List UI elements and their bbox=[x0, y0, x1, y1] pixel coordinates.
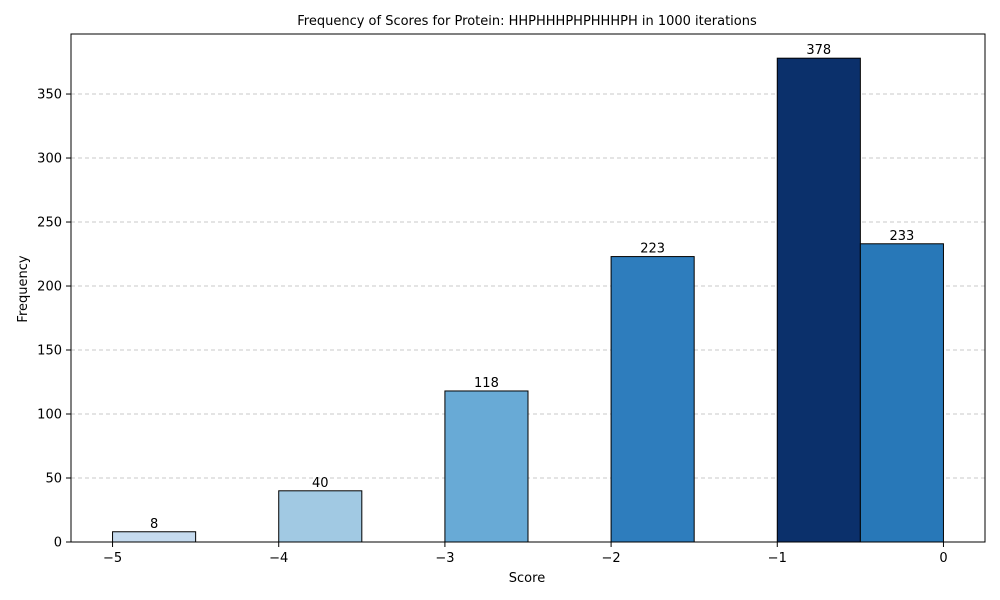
x-tick-label: −5 bbox=[103, 551, 122, 566]
y-tick-label: 200 bbox=[37, 280, 62, 295]
x-tick-label: −1 bbox=[768, 551, 787, 566]
bar-5 bbox=[859, 243, 944, 543]
plot-area-frame bbox=[70, 33, 986, 543]
bars bbox=[112, 57, 944, 543]
y-tick-label: 0 bbox=[54, 536, 62, 551]
bar-value-label: 378 bbox=[806, 43, 831, 58]
bar-value-label: 233 bbox=[889, 229, 914, 244]
bar-value-label: 8 bbox=[150, 517, 158, 532]
bar-0 bbox=[112, 531, 197, 543]
bar-value-label: 223 bbox=[640, 242, 665, 257]
y-tick-label: 250 bbox=[37, 216, 62, 231]
x-tick-label: −3 bbox=[435, 551, 454, 566]
bar-value-labels: 8 40 118 223 378 233 bbox=[150, 43, 914, 532]
x-tick-label: −2 bbox=[602, 551, 621, 566]
x-tick-label: −4 bbox=[269, 551, 288, 566]
bar-value-label: 118 bbox=[474, 376, 499, 391]
y-tick-label: 50 bbox=[45, 472, 62, 487]
bar-2 bbox=[444, 390, 529, 543]
x-tick-label: 0 bbox=[939, 551, 947, 566]
x-axis-ticks: −5 −4 −3 −2 −1 0 bbox=[103, 542, 948, 566]
y-axis-ticks: 0 50 100 150 200 250 300 350 bbox=[37, 88, 71, 551]
y-tick-label: 100 bbox=[37, 408, 62, 423]
y-tick-label: 300 bbox=[37, 152, 62, 167]
bar-1 bbox=[278, 490, 363, 543]
y-tick-label: 150 bbox=[37, 344, 62, 359]
bar-3 bbox=[610, 256, 695, 543]
bar-4 bbox=[776, 57, 861, 543]
chart-title: Frequency of Scores for Protein: HHPHHHP… bbox=[297, 14, 757, 29]
y-axis-label: Frequency bbox=[16, 255, 31, 322]
bar-value-label: 40 bbox=[312, 476, 329, 491]
x-axis-label: Score bbox=[509, 571, 545, 586]
y-tick-label: 350 bbox=[37, 88, 62, 103]
